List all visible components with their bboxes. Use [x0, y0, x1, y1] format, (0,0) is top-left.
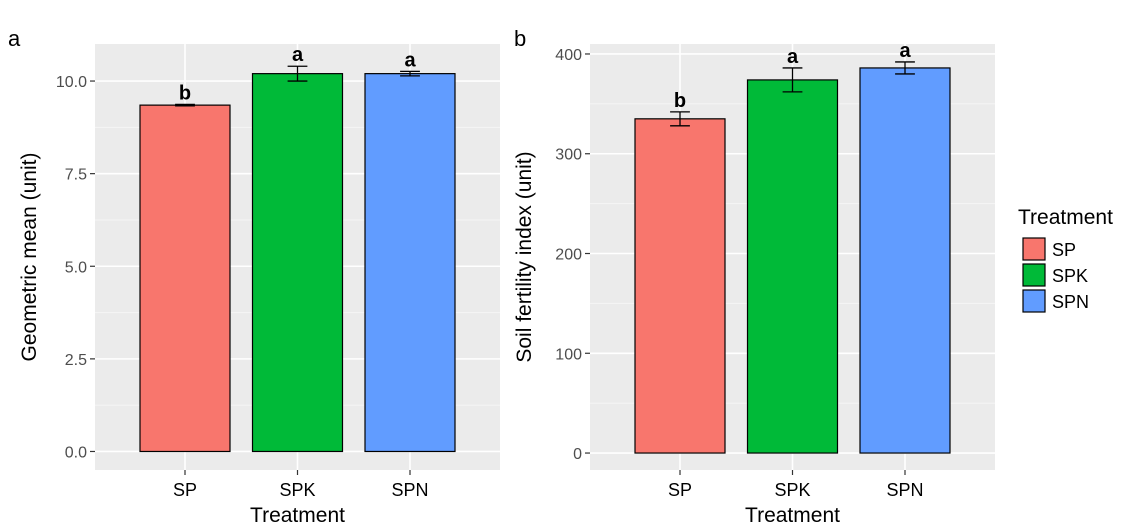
legend-swatch-sp — [1022, 237, 1046, 261]
panel-b-y-tick-label: 200 — [555, 247, 582, 264]
legend-items: SP SPK SPN — [1022, 237, 1089, 313]
legend-swatch-spk — [1022, 263, 1046, 287]
panel-a-error-bar-spn — [400, 70, 420, 77]
legend-label-spn: SPN — [1052, 292, 1089, 312]
panel-b-y-tick-label: 300 — [555, 147, 582, 164]
panel-a-x-axis: SP SPK SPN — [173, 470, 429, 500]
panel-a-significance-sp: b — [179, 82, 191, 104]
panel-b-error-bars — [670, 61, 915, 127]
panel-b-x-tick-label-spk: SPK — [774, 480, 810, 500]
panel-a-x-axis-title: Treatment — [250, 504, 345, 527]
panel-b-y-axis-title: Soil fertility index (unit) — [513, 151, 536, 362]
panel-b-significance-labels: b a a — [674, 40, 912, 112]
panel-a-bar-sp — [139, 104, 231, 453]
legend-swatch-spn — [1022, 289, 1046, 313]
panel-a-x-tick-label-sp: SP — [173, 480, 197, 500]
legend-label-spk: SPK — [1052, 266, 1088, 286]
panel-a-significance-spn: a — [404, 49, 416, 71]
panel-a-error-bars — [175, 65, 420, 107]
panel-b-bar-spk — [746, 79, 839, 454]
panel-a-x-tick-label-spk: SPK — [279, 480, 315, 500]
panel-a-bar-spk — [251, 73, 344, 453]
panel-a-error-bar-sp — [175, 103, 195, 107]
panel-a-y-axis: 0.0 2.5 5.0 7.5 10.0 — [56, 74, 95, 461]
panel-b-significance-spn: a — [899, 40, 911, 62]
panel-a-bars — [139, 73, 456, 453]
panel-a-y-tick-label: 0.0 — [65, 444, 87, 461]
panel-b-error-bar-spk — [782, 67, 803, 93]
panel-a-y-axis-title: Geometric mean (unit) — [18, 153, 41, 362]
panel-b-y-tick-label: 100 — [555, 346, 582, 363]
panel-b-significance-spk: a — [787, 46, 799, 68]
legend-item-spn: SPN — [1022, 289, 1089, 313]
panel-b: b b a a 0 100 200 300 400 SP SPK SPN Treatment S… — [513, 26, 995, 527]
panel-b-x-axis-title: Treatment — [745, 504, 840, 527]
panel-a-error-bar-spk — [287, 65, 308, 82]
panel-b-x-tick-label-spn: SPN — [886, 480, 923, 500]
panel-a-y-tick-label: 5.0 — [65, 259, 87, 276]
panel-b-x-axis: SP SPK SPN — [668, 470, 924, 500]
panel-a-y-tick-label: 2.5 — [65, 352, 87, 369]
panel-b-y-tick-label: 400 — [555, 47, 582, 64]
panel-b-x-tick-label-sp: SP — [668, 480, 692, 500]
legend-label-sp: SP — [1052, 240, 1076, 260]
panel-b-y-axis: 0 100 200 300 400 — [555, 47, 590, 463]
panel-b-error-bar-sp — [670, 111, 690, 127]
panel-a-significance-labels: b a a — [179, 44, 417, 104]
panel-a-significance-spk: a — [292, 44, 304, 66]
panel-b-bar-spn — [859, 67, 951, 454]
panel-b-label: b — [514, 26, 526, 51]
panel-b-error-bar-spn — [895, 61, 915, 75]
legend-item-spk: SPK — [1022, 263, 1088, 287]
panel-a-y-tick-label: 7.5 — [65, 167, 87, 184]
legend-item-sp: SP — [1022, 237, 1076, 261]
legend-title: Treatment — [1018, 206, 1113, 229]
panel-a-x-tick-label-spn: SPN — [391, 480, 428, 500]
panel-a-bar-spn — [364, 73, 456, 453]
panel-a-y-tick-label: 10.0 — [56, 74, 87, 91]
panel-b-y-tick-label: 0 — [573, 446, 582, 463]
panel-a: a b a a 0.0 2.5 5.0 7.5 10.0 SP SPK SPN Treatmen… — [8, 26, 500, 527]
legend: Treatment SP SPK SPN — [1018, 206, 1113, 313]
panel-a-label: a — [8, 26, 21, 51]
panel-b-bar-sp — [634, 118, 726, 454]
panel-b-significance-sp: b — [674, 90, 686, 112]
